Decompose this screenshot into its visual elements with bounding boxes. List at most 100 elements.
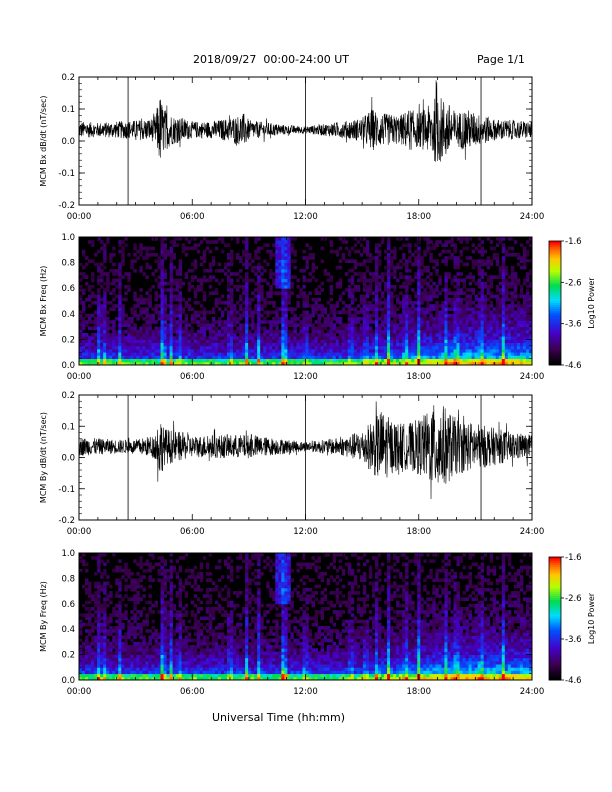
spectrogram-cell xyxy=(474,320,479,324)
spectrogram-cell xyxy=(236,358,240,363)
spectrogram-cell xyxy=(121,339,125,343)
spectrogram-cell xyxy=(468,281,472,286)
spectrogram-cell xyxy=(211,339,216,343)
spectrogram-cell xyxy=(302,339,306,343)
spectrogram-cell xyxy=(377,358,382,363)
spectrogram-cell xyxy=(169,317,174,321)
spectrogram-cell xyxy=(208,336,213,340)
spectrogram-cell xyxy=(495,275,500,279)
spectrogram-cell xyxy=(516,342,521,347)
spectrogram-cell xyxy=(423,313,427,318)
spectrogram-cell xyxy=(118,323,122,327)
spectrogram-cell xyxy=(130,660,134,665)
spectrogram-cell xyxy=(507,349,512,353)
spectrogram-cell xyxy=(411,323,415,327)
spectrogram-cell xyxy=(91,259,95,263)
spectrogram-cell xyxy=(133,673,137,678)
spectrogram-cell xyxy=(118,584,122,589)
spectrogram-cell xyxy=(326,342,331,347)
spectrogram-cell xyxy=(329,336,334,340)
spectrogram-cell xyxy=(103,626,107,630)
y-tick-label: 0.6 xyxy=(61,284,75,294)
spectrogram-cell xyxy=(305,355,309,359)
spectrogram-cell xyxy=(377,336,382,340)
spectrogram-cell xyxy=(525,345,530,350)
spectrogram-cell xyxy=(390,329,394,334)
spectrogram-cell xyxy=(133,660,137,665)
spectrogram-cell xyxy=(338,320,343,324)
spectrogram-cell xyxy=(239,304,243,308)
spectrogram-cell xyxy=(124,562,128,567)
spectrogram-cell xyxy=(88,594,92,598)
spectrogram-cell xyxy=(97,648,101,652)
spectrogram-cell xyxy=(371,342,376,347)
spectrogram-cell xyxy=(498,342,503,347)
spectrogram-cell xyxy=(426,336,430,340)
spectrogram-cell xyxy=(109,269,113,273)
spectrogram-cell xyxy=(519,320,524,324)
spectrogram-cell xyxy=(456,333,460,337)
spectrogram-cell xyxy=(507,304,512,308)
spectrogram-cell xyxy=(480,310,485,315)
spectrogram-cell xyxy=(525,355,530,359)
spectrogram-cell xyxy=(106,651,110,655)
spectrogram-cell xyxy=(136,667,140,671)
spectrogram-cell xyxy=(341,256,346,260)
spectrogram-cell xyxy=(414,243,418,247)
spectrogram-cell xyxy=(124,638,128,643)
spectrogram-cell xyxy=(302,317,306,321)
spectrogram-cell xyxy=(305,329,309,334)
spectrogram-cell xyxy=(486,333,491,337)
spectrogram-cell xyxy=(480,355,485,359)
spectrogram-cell xyxy=(356,358,361,363)
spectrogram-cell xyxy=(121,240,125,244)
spectrogram-cell xyxy=(507,297,512,302)
spectrogram-cell xyxy=(121,262,125,267)
spectrogram-cell xyxy=(142,256,146,260)
spectrogram-cell xyxy=(477,272,482,276)
spectrogram-cell xyxy=(350,329,355,334)
spectrogram-cell xyxy=(495,285,500,289)
spectrogram-cell xyxy=(453,262,457,267)
spectrogram-cell xyxy=(368,320,373,324)
spectrogram-cell xyxy=(323,333,328,337)
spectrogram-cell xyxy=(127,285,131,289)
spectrogram-cell xyxy=(163,313,167,318)
spectrogram-cell xyxy=(320,333,325,337)
spectrogram-cell xyxy=(157,355,161,359)
spectrogram-cell xyxy=(88,304,92,308)
spectrogram-cell xyxy=(236,240,240,244)
spectrogram-cell xyxy=(429,355,433,359)
spectrogram-cell xyxy=(450,317,454,321)
spectrogram-cell xyxy=(239,294,243,299)
spectrogram-cell xyxy=(390,285,394,289)
spectrogram-cell xyxy=(187,349,192,353)
spectrogram-cell xyxy=(130,654,134,659)
spectrogram-cell xyxy=(390,265,394,270)
spectrogram-cell xyxy=(112,664,116,668)
spectrogram-cell xyxy=(311,361,315,366)
spectrogram-cell xyxy=(205,345,210,350)
spectrogram-cell xyxy=(387,285,391,289)
spectrogram-cell xyxy=(100,269,104,273)
spectrogram-cell xyxy=(142,594,146,598)
spectrogram-cell xyxy=(233,352,237,356)
spectrogram-cell xyxy=(450,349,454,353)
spectrogram-cell xyxy=(124,660,128,665)
spectrogram-cell xyxy=(211,310,216,315)
spectrogram-cell xyxy=(136,581,140,586)
spectrogram-cell xyxy=(323,272,328,276)
spectrogram-cell xyxy=(326,352,331,356)
spectrogram-cell xyxy=(199,326,204,331)
spectrogram-cell xyxy=(127,660,131,665)
spectrogram-cell xyxy=(172,352,177,356)
spectrogram-cell xyxy=(190,317,195,321)
spectrogram-cell xyxy=(317,326,321,331)
spectrogram-cell xyxy=(82,253,86,257)
spectrogram-cell xyxy=(118,616,122,621)
spectrogram-cell xyxy=(211,256,216,260)
spectrogram-cell xyxy=(269,342,273,347)
spectrogram-cell xyxy=(130,597,134,602)
spectrogram-cell xyxy=(525,323,530,327)
spectrogram-cell xyxy=(287,301,291,305)
